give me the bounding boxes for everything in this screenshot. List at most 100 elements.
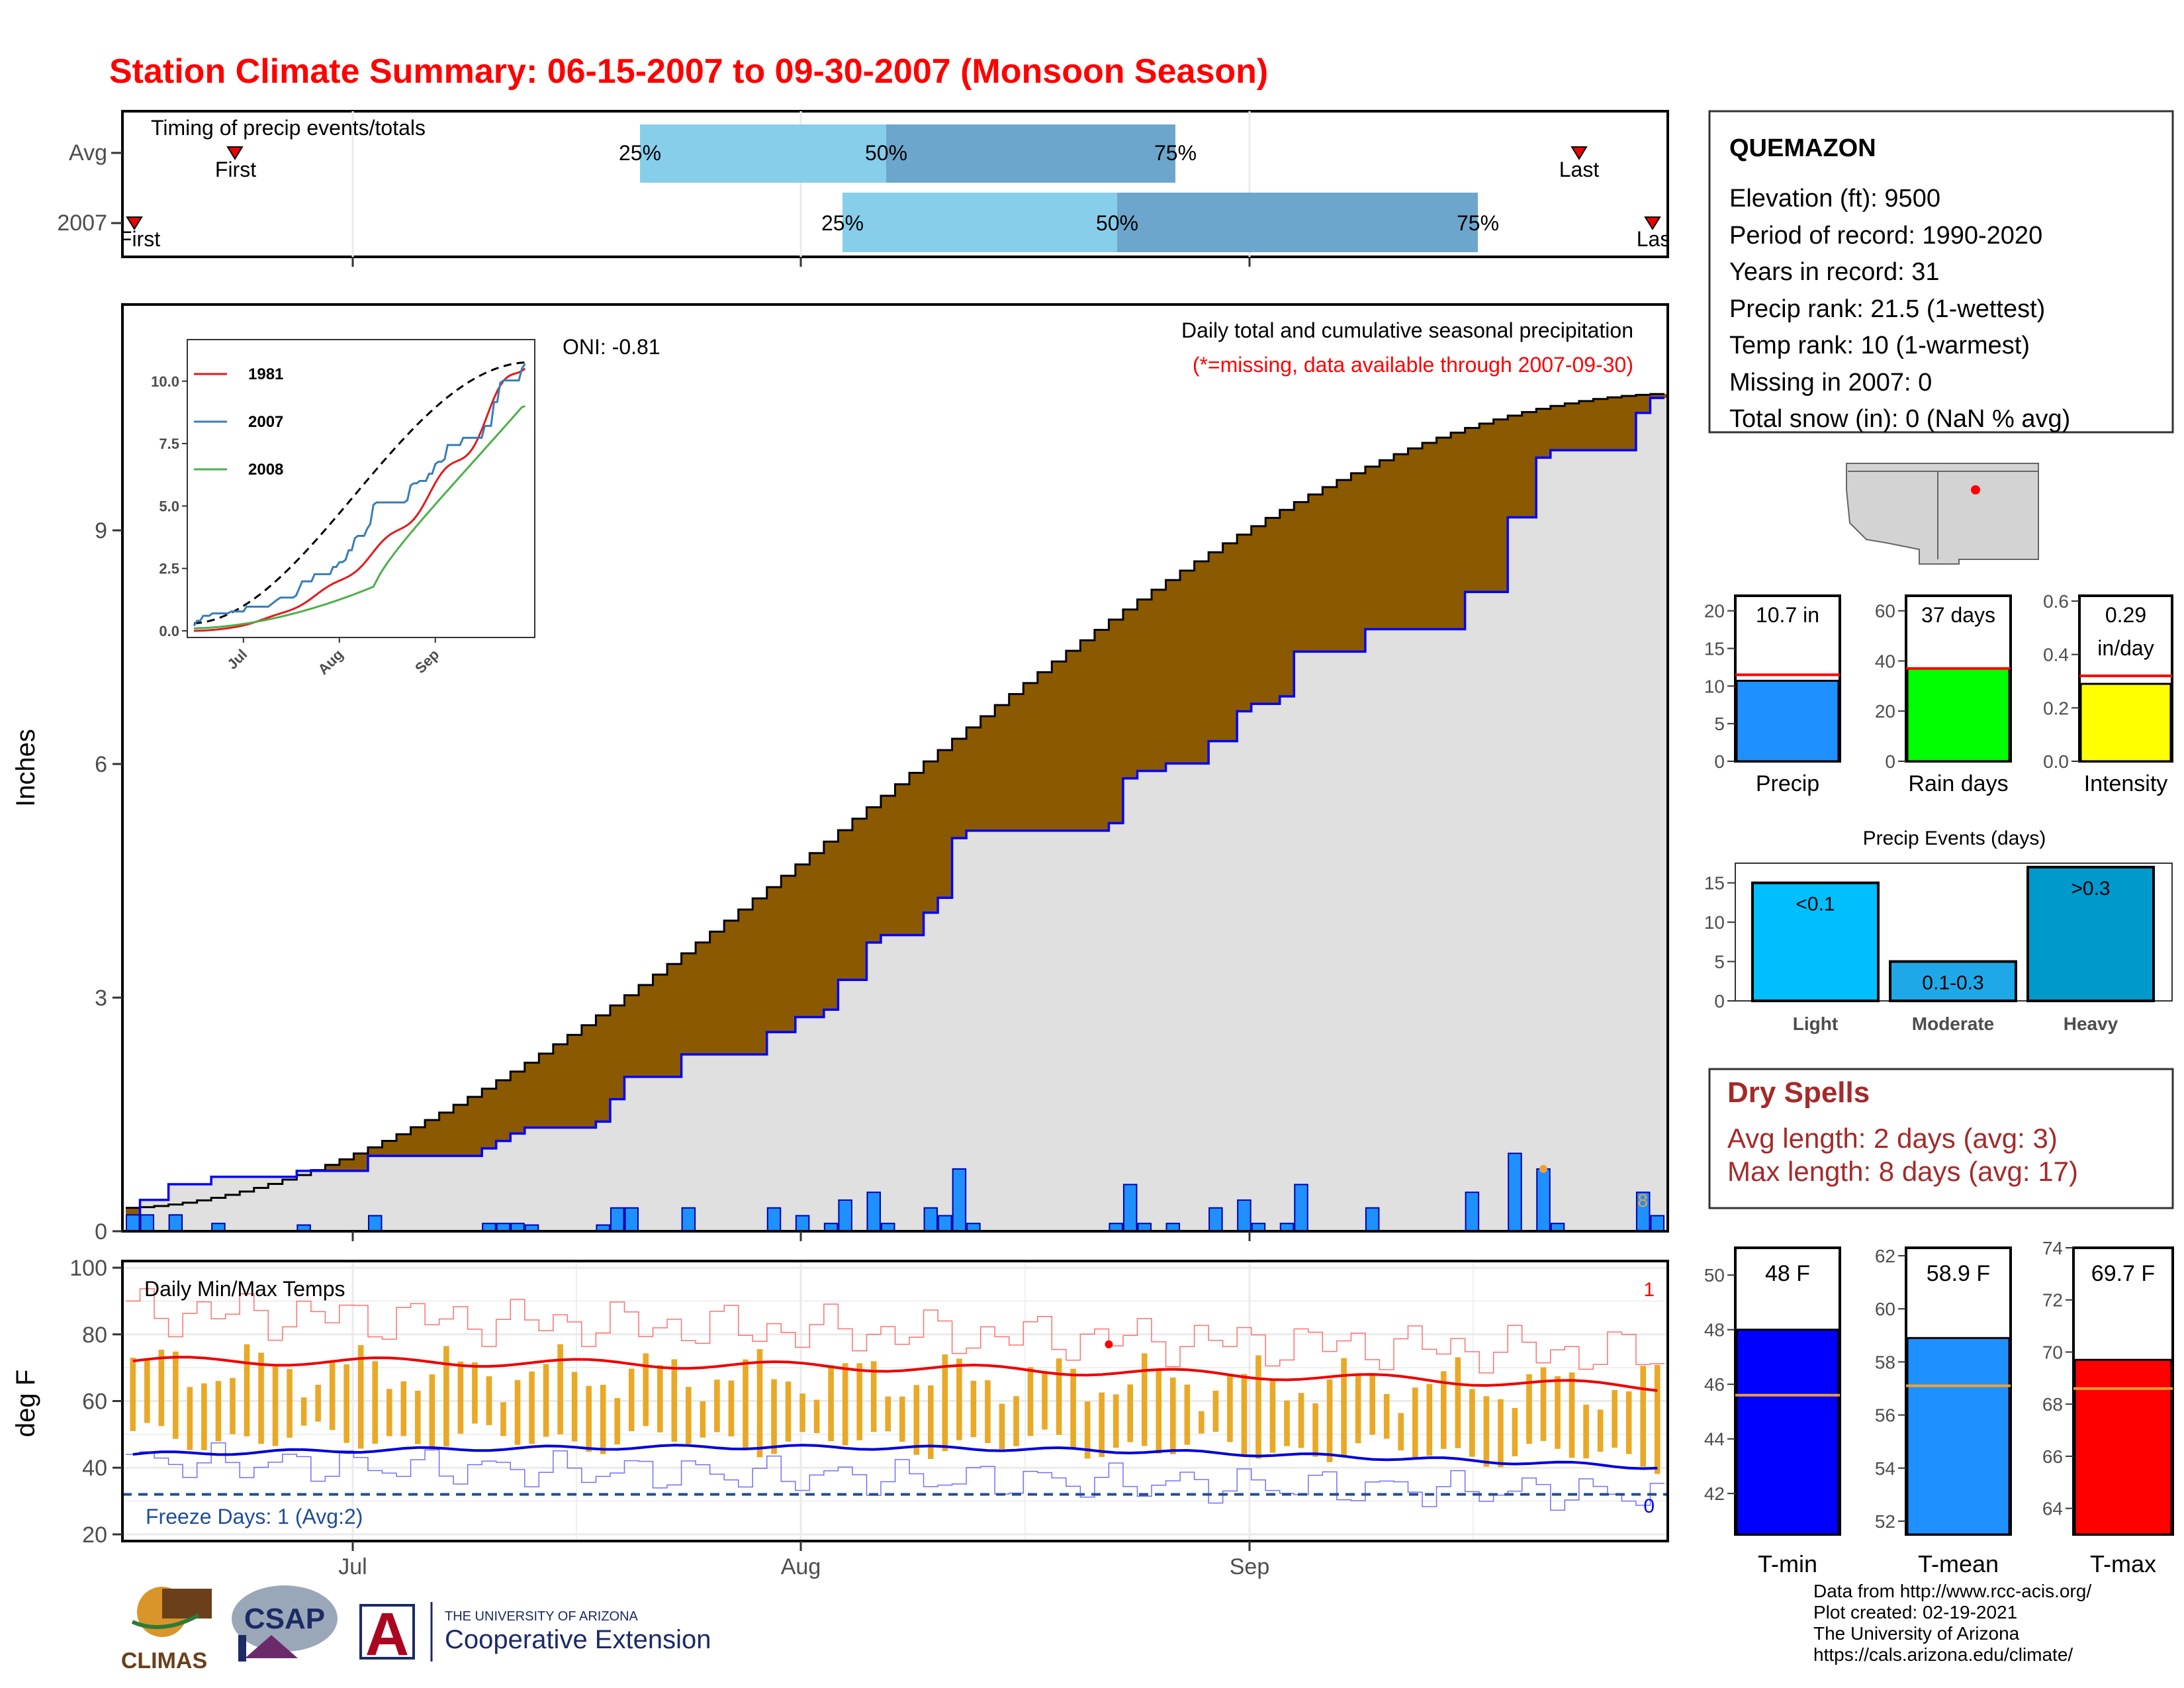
- daily-temp-range-bar: [1341, 1358, 1347, 1456]
- temp-bar-tick-label: 56: [1875, 1405, 1895, 1426]
- temp-bar-tick-label: 42: [1704, 1483, 1725, 1504]
- daily-temp-range-bar: [187, 1387, 193, 1450]
- y-tick-label: 9: [95, 518, 107, 543]
- temp-panel-label: Daily Min/Max Temps: [144, 1277, 345, 1301]
- mini-bar-tick-label: 0.4: [2043, 645, 2069, 665]
- ua-logo: A THE UNIVERSITY OF ARIZONA Cooperative …: [359, 1601, 711, 1668]
- inset-y-tick-label: 7.5: [159, 436, 179, 452]
- daily-temp-range-bar: [315, 1384, 321, 1422]
- temp-x-axis: Jul Aug Sep: [338, 1541, 1269, 1579]
- daily-temp-range-bar: [628, 1368, 635, 1432]
- station-line-snow: Total snow (in): 0 (NaN % avg): [1729, 405, 2070, 433]
- daily-precip-bar: [1165, 1223, 1181, 1230]
- daily-temp-range-bar: [443, 1346, 449, 1447]
- daily-temp-range-bar: [144, 1358, 150, 1423]
- timing-2007-p25: 25%: [821, 211, 864, 235]
- daily-temp-range-bar: [1042, 1371, 1048, 1430]
- daily-temp-range-bar: [1583, 1404, 1589, 1459]
- station-info-box: QUEMAZON Elevation (ft): 9500 Period of …: [1708, 110, 2174, 434]
- daily-temp-range-bar: [828, 1365, 834, 1442]
- mini-bar-tick-label: 20: [1875, 701, 1895, 722]
- daily-temp-range-bar: [785, 1382, 792, 1442]
- daily-temp-range-bar: [985, 1380, 991, 1444]
- record-high-marker: [1105, 1340, 1113, 1348]
- daily-precip-bar: [1550, 1223, 1565, 1230]
- temp-bar-tick-label: 58: [1875, 1352, 1895, 1372]
- y-tick-label: 3: [95, 986, 107, 1011]
- daily-temp-range-bar: [899, 1396, 905, 1442]
- svg-text:CLIMAS: CLIMAS: [121, 1648, 207, 1673]
- daily-temp-range-bar: [1383, 1393, 1390, 1439]
- daily-precip-bar: [296, 1224, 311, 1230]
- timing-avg-p50: 50%: [865, 141, 907, 165]
- daily-precip-bar: [681, 1207, 696, 1230]
- daily-temp-range-bar: [1512, 1408, 1518, 1456]
- temp-bar-category-label: T-mean: [1918, 1550, 1999, 1577]
- mini-bar-tick-label: 60: [1875, 601, 1895, 622]
- daily-precip-bar: [140, 1214, 155, 1230]
- daily-temp-range-bar: [1298, 1393, 1304, 1448]
- daily-precip-bars: [126, 1152, 1664, 1230]
- x-tick-sep: Sep: [1230, 1554, 1270, 1579]
- record-high-line: [126, 1288, 1664, 1374]
- temp-bar-tick-label: 64: [2042, 1499, 2063, 1519]
- daily-temp-range-bar: [1654, 1364, 1661, 1474]
- timing-panel: Timing of precip events/totals Avg 25% 5…: [57, 110, 1669, 267]
- daily-temp-range-bar: [1398, 1413, 1404, 1451]
- svg-text:THE UNIVERSITY OF ARIZONA: THE UNIVERSITY OF ARIZONA: [445, 1609, 639, 1624]
- temp-y-tick-label: 100: [69, 1256, 107, 1281]
- daily-temp-range-bar: [272, 1366, 279, 1446]
- temp-bar-tick-label: 62: [1875, 1246, 1895, 1266]
- daily-temp-range-bar: [771, 1379, 777, 1454]
- daily-temp-range-bar: [1483, 1396, 1490, 1467]
- daily-precip-bar: [524, 1224, 539, 1230]
- avg-low-line: [132, 1444, 1658, 1470]
- precip-events-title: Precip Events (days): [1863, 827, 2046, 849]
- station-line-period: Period of record: 1990-2020: [1729, 222, 2042, 250]
- daily-temp-range-bar: [1156, 1368, 1162, 1454]
- temp-bar-charts: 42 44 46 48 50 48 F T-min 52 54 56 58 60 62 58.9 F T-m…: [1704, 1238, 2174, 1577]
- daily-temp-range-bar: [928, 1385, 934, 1459]
- record-low-line: [126, 1442, 1664, 1511]
- inset-y-tick-label: 0.0: [159, 623, 179, 639]
- daily-temp-range-bar: [813, 1399, 820, 1433]
- main-corner-marker: 8: [1637, 1190, 1648, 1211]
- dry-spells-title: Dry Spells: [1727, 1076, 1870, 1109]
- daily-temp-range-bar: [173, 1351, 179, 1439]
- daily-precip-bar: [1122, 1184, 1138, 1230]
- temp-bar-category-label: T-min: [1758, 1550, 1817, 1577]
- daily-temp-range-bar: [158, 1349, 165, 1427]
- precip-main-panel: 0 3 6 9 Inches ONI: -0.81 Daily total and c…: [11, 303, 1669, 1244]
- climas-logo: CLIMAS: [121, 1587, 212, 1673]
- missing-note: (*=missing, data available through 2007-…: [1193, 353, 1633, 377]
- daily-temp-range-bar: [1027, 1367, 1034, 1436]
- mini-bar-value-unit: in/day: [2097, 636, 2154, 660]
- locator-map: [1846, 463, 2039, 566]
- daily-temp-range-bar: [1241, 1374, 1248, 1455]
- station-line-precip-rank: Precip rank: 21.5 (1-wettest): [1729, 295, 2045, 323]
- svg-text:Cooperative Extension: Cooperative Extension: [445, 1625, 711, 1654]
- daily-precip-bar: [510, 1223, 525, 1230]
- temp-bar-tick-label: 44: [1704, 1429, 1725, 1450]
- daily-temp-range-bar: [1612, 1389, 1617, 1448]
- oni-label: ONI: -0.81: [563, 335, 660, 359]
- main-y-axis-label: Inches: [11, 729, 40, 807]
- timing-avg-q2-bar: [886, 124, 1175, 183]
- daily-temp-range-bar: [543, 1364, 549, 1437]
- temp-bar-value: [2073, 1358, 2173, 1536]
- daily-temp-range-bar: [956, 1358, 962, 1440]
- daily-temp-range-bar: [799, 1393, 805, 1432]
- daily-temp-range-bar: [130, 1358, 136, 1431]
- cumulative-2007-line: [126, 397, 1664, 1217]
- daily-temp-range-bar: [686, 1387, 692, 1444]
- mini-bar-tick-label: 5: [1714, 714, 1725, 734]
- daily-temp-range-bar: [400, 1381, 407, 1436]
- events-category-label: Heavy: [2064, 1013, 2118, 1034]
- temp-series: [124, 1288, 1666, 1511]
- mini-bar-value: [1906, 667, 2011, 763]
- mini-bar-category-label: Intensity: [2084, 771, 2168, 796]
- daily-temp-range-bar: [970, 1380, 977, 1438]
- daily-temp-range-bar: [258, 1352, 264, 1444]
- daily-temp-range-bar: [1269, 1380, 1276, 1453]
- daily-temp-range-bar: [586, 1385, 592, 1452]
